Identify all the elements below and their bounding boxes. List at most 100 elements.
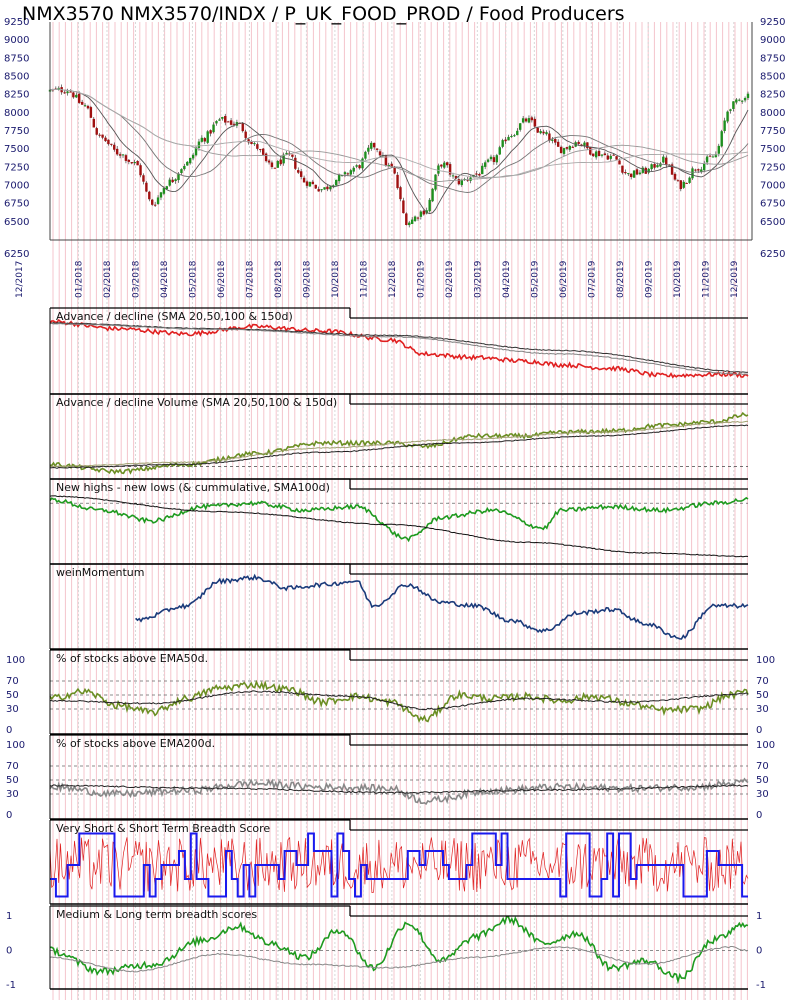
candle-body bbox=[481, 165, 484, 175]
panel-ytick-left: 70 bbox=[6, 676, 19, 687]
candle-body bbox=[732, 101, 735, 109]
price-ytick-left: 6250 bbox=[4, 249, 29, 260]
panel-series-line bbox=[49, 679, 749, 723]
candle-body bbox=[565, 147, 569, 149]
price-xtick: 06/2019 bbox=[559, 260, 569, 298]
price-ytick-left: 8750 bbox=[4, 53, 29, 64]
candle-body bbox=[705, 156, 709, 163]
candle-body bbox=[299, 171, 303, 177]
candle-body bbox=[317, 189, 320, 192]
price-ytick-right: 8500 bbox=[760, 72, 785, 83]
price-ytick-left: 7750 bbox=[4, 126, 29, 137]
candle-body bbox=[165, 186, 169, 190]
panel-ytick-left: 0 bbox=[6, 725, 12, 736]
candle-body bbox=[177, 173, 180, 181]
panel-ytick-left: 100 bbox=[6, 740, 25, 751]
panel-series-line bbox=[50, 690, 749, 711]
panel-ytick-left: 70 bbox=[6, 761, 19, 772]
panel-title: % of stocks above EMA200d. bbox=[56, 737, 215, 750]
candle-body bbox=[194, 147, 198, 156]
panel-series-line bbox=[49, 424, 749, 469]
candle-body bbox=[516, 130, 519, 136]
candle-body bbox=[711, 156, 715, 158]
candle-body bbox=[676, 180, 680, 182]
candle-body bbox=[498, 147, 501, 155]
candle-body bbox=[478, 174, 481, 176]
panel-title: weinMomentum bbox=[56, 566, 144, 579]
price-ytick-right: 7000 bbox=[760, 181, 785, 192]
candle-body bbox=[697, 169, 700, 171]
panel-ytick-left: 100 bbox=[6, 655, 25, 666]
candle-body bbox=[740, 100, 744, 102]
candle-body bbox=[75, 94, 78, 98]
panel-series-line bbox=[49, 322, 749, 376]
candle-body bbox=[501, 140, 504, 147]
candle-body bbox=[416, 217, 420, 219]
candle-body bbox=[335, 179, 338, 186]
candle-body bbox=[408, 222, 411, 226]
candle-body bbox=[539, 131, 542, 134]
candle-body bbox=[425, 210, 428, 214]
panel-ytick-right: 70 bbox=[756, 761, 769, 772]
candle-body bbox=[562, 148, 566, 154]
panel-ytick-right: 50 bbox=[756, 690, 769, 701]
candle-body bbox=[115, 148, 119, 155]
panel-ytick-left: -1 bbox=[6, 980, 16, 991]
candle-body bbox=[548, 133, 551, 141]
candle-body bbox=[577, 141, 580, 144]
panel-ytick-right: 100 bbox=[756, 655, 775, 666]
candle-body bbox=[151, 199, 154, 205]
candle-body bbox=[592, 153, 595, 157]
candle-body bbox=[247, 139, 250, 143]
candle-body bbox=[343, 172, 347, 175]
candle-body bbox=[171, 179, 174, 183]
candle-body bbox=[600, 154, 604, 156]
candle-body bbox=[95, 128, 98, 135]
candle-body bbox=[396, 174, 399, 189]
candle-body bbox=[714, 154, 718, 158]
candle-body bbox=[291, 154, 294, 157]
candle-body bbox=[641, 167, 645, 173]
candle-body bbox=[98, 134, 101, 136]
candle-body bbox=[665, 157, 668, 166]
candle-body bbox=[390, 163, 393, 167]
panel-series-line bbox=[49, 946, 749, 973]
candle-body bbox=[399, 187, 402, 200]
panel-title: % of stocks above EMA50d. bbox=[56, 652, 208, 665]
candle-body bbox=[320, 189, 323, 191]
price-moving-average bbox=[49, 88, 749, 215]
candle-body bbox=[101, 134, 104, 138]
panel-series-line bbox=[49, 777, 749, 806]
panel-title: Very Short & Short Term Breadth Score bbox=[56, 822, 270, 835]
panel-title: Advance / decline Volume (SMA 20,50,100 … bbox=[56, 396, 337, 409]
price-ytick-left: 8500 bbox=[4, 72, 29, 83]
candle-body bbox=[311, 181, 315, 185]
candle-body bbox=[86, 105, 90, 109]
candle-body bbox=[370, 142, 373, 149]
panel-ytick-right: 0 bbox=[756, 946, 762, 957]
panel-ytick-right: -1 bbox=[756, 980, 766, 991]
candle-body bbox=[297, 170, 300, 173]
candle-body bbox=[72, 92, 75, 98]
candle-body bbox=[679, 180, 683, 190]
candle-body bbox=[483, 162, 487, 167]
candle-body bbox=[387, 164, 390, 166]
candle-body bbox=[393, 167, 396, 174]
panel-ytick-left: 50 bbox=[6, 775, 19, 786]
candle-body bbox=[419, 211, 423, 217]
candle-body bbox=[682, 181, 685, 188]
candle-body bbox=[653, 163, 656, 168]
candle-body bbox=[186, 161, 189, 166]
candle-body bbox=[405, 213, 408, 225]
candle-body bbox=[624, 172, 627, 174]
candle-body bbox=[627, 173, 630, 175]
panel-series-line bbox=[50, 915, 749, 985]
panel-ytick-left: 30 bbox=[6, 789, 19, 800]
panel-ytick-left: 0 bbox=[6, 810, 12, 821]
candle-body bbox=[729, 109, 732, 111]
candle-body bbox=[527, 118, 531, 123]
candle-body bbox=[174, 179, 177, 182]
candle-body bbox=[466, 179, 469, 181]
candle-body bbox=[454, 175, 458, 179]
